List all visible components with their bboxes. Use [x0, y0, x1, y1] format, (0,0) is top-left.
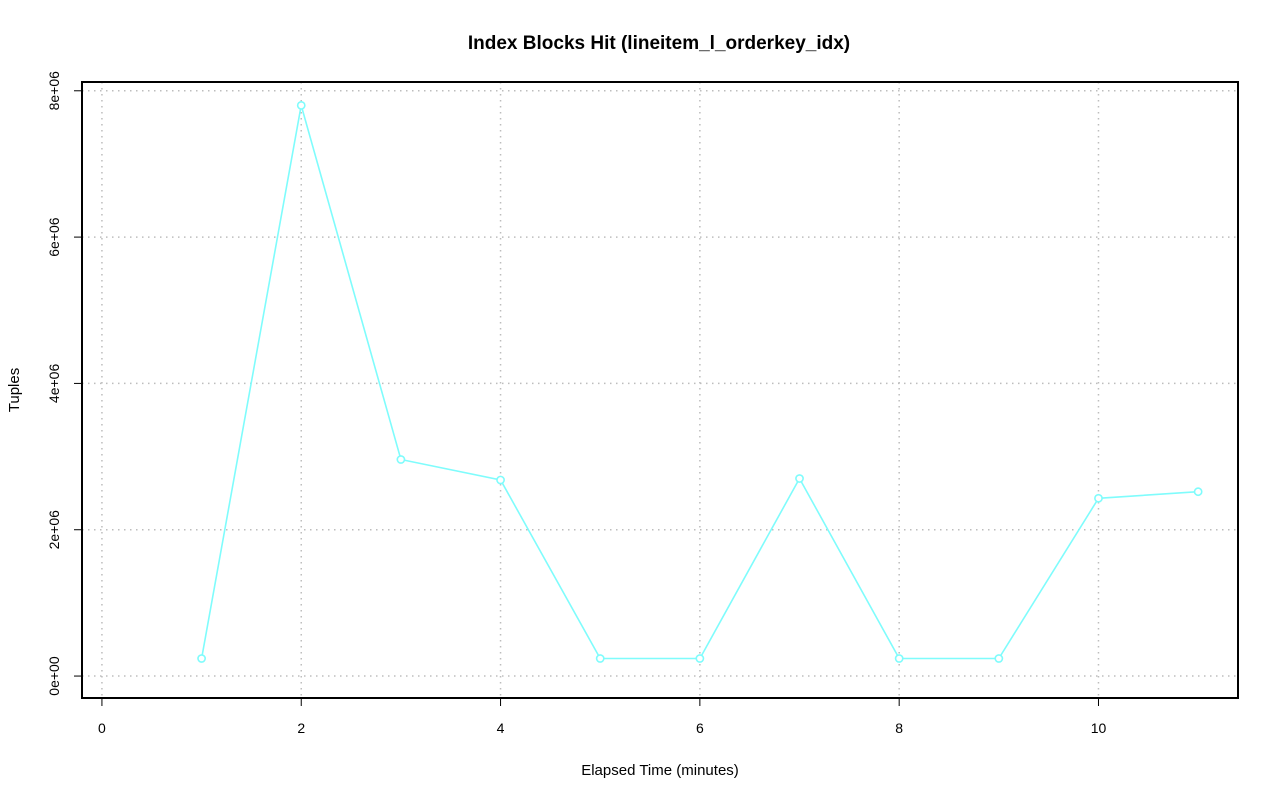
x-axis-label: Elapsed Time (minutes)	[581, 762, 739, 779]
data-point	[795, 474, 804, 483]
chart-title: Index Blocks Hit (lineitem_l_orderkey_id…	[468, 33, 850, 54]
y-tick-label: 0e+00	[46, 656, 62, 696]
grid-lines	[82, 82, 1238, 698]
data-point	[1094, 493, 1103, 503]
data-point	[396, 455, 406, 464]
data-point	[595, 654, 605, 663]
plot-frame	[81, 81, 1239, 699]
y-tick-label: 6e+06	[46, 217, 62, 257]
x-tick-label: 8	[895, 720, 903, 736]
series-line	[200, 105, 1199, 660]
data-point	[496, 475, 505, 485]
y-axis-label: Tuples	[6, 368, 23, 412]
data-point	[1193, 487, 1203, 497]
x-tick-label: 4	[497, 720, 505, 736]
x-tick-label: 0	[98, 720, 106, 736]
data-point	[197, 654, 206, 663]
data-point	[296, 101, 306, 110]
data-point	[994, 654, 1004, 663]
y-tick-label: 2e+06	[46, 510, 62, 550]
y-tick-label: 8e+06	[46, 71, 62, 111]
y-tick-label: 4e+06	[46, 364, 62, 404]
data-point	[894, 654, 904, 663]
x-tick-label: 2	[297, 720, 305, 736]
axes: 0 2 4 6 8 10 0e+00 2e+06 4e+06 6e+06 8e+06	[46, 71, 1106, 736]
x-tick-label: 10	[1091, 720, 1107, 736]
data-point	[695, 654, 705, 663]
x-tick-label: 6	[696, 720, 704, 736]
series-group	[197, 101, 1203, 663]
